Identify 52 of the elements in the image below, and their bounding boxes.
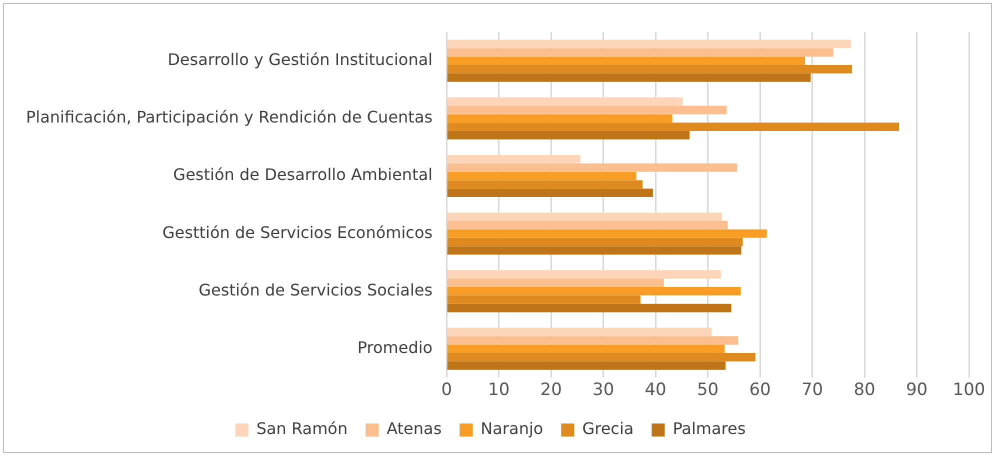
bar [447,73,811,82]
y-tick-label: Gestión de Servicios Sociales [198,280,433,300]
bar [447,40,851,48]
bar [447,122,899,132]
y-tick-label: Planificación, Participación y Rendición de Cuentas [26,108,433,127]
x-tick-label: 10 [488,380,510,400]
bar [447,295,640,304]
x-tick-label: 100 [952,380,986,400]
x-tick-label: 80 [854,380,876,400]
x-tick-label: 30 [592,380,614,400]
bar [447,361,726,370]
bar [447,246,742,255]
x-tick-label: 20 [540,380,562,400]
x-tick-label: 60 [749,380,771,400]
bar [447,131,690,140]
bar [447,97,683,106]
bar [447,106,727,114]
legend-label: Grecia [582,419,634,438]
bar [447,328,712,336]
bar [447,353,756,362]
bar [447,56,805,66]
bar [447,154,580,164]
bar [447,188,653,198]
legend-label: Atenas [386,419,442,438]
bar [447,48,834,57]
legend-label: Naranjo [480,419,544,438]
x-tick-label: 50 [696,380,719,400]
y-tick-label: Desarrollo y Gestión Institucional [168,50,433,69]
bar [447,238,743,246]
x-tick-label: 70 [801,380,824,400]
bar [447,180,642,189]
y-tick-label: Gestión de Desarrollo Ambiental [173,165,433,184]
bar [447,65,852,74]
bar [447,286,741,296]
x-tick-label: 0 [441,380,452,400]
bar [447,229,767,238]
bar [447,172,636,180]
bar [447,270,721,279]
x-tick-label: 40 [644,380,666,400]
x-tick-label: 90 [906,380,928,400]
y-tick-label: Gesttión de Servicios Económicos [162,222,433,242]
legend-label: San Ramón [256,419,348,438]
bar [447,344,725,354]
legend-label: Palmares [672,419,746,438]
bar [447,163,738,172]
bar [447,278,664,287]
bar [447,304,732,312]
bar [447,336,738,345]
bar [447,212,722,221]
bar [447,114,672,123]
bar [447,220,728,230]
y-tick-label: Promedio [357,338,433,357]
